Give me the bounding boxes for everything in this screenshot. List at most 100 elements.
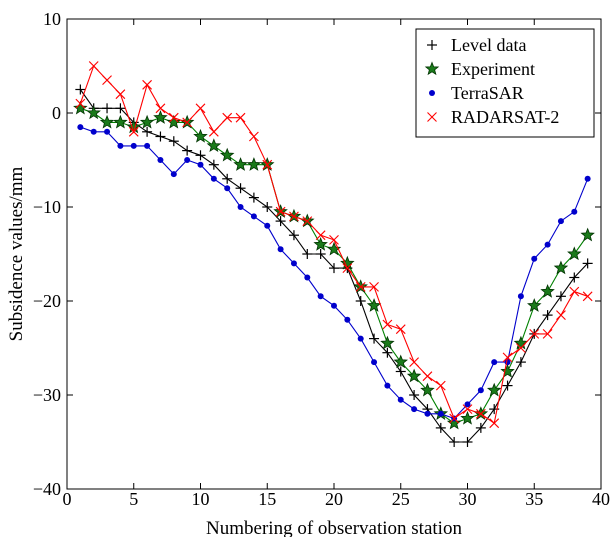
data-point [168,112,179,123]
legend-label: TerraSAR [451,83,524,103]
data-point [90,128,97,135]
y-tick-label: 10 [43,9,61,29]
data-point [449,437,460,447]
x-tick-label: 0 [63,489,72,509]
data-point [395,324,406,335]
data-point [304,274,311,281]
data-point [491,359,498,366]
data-point [317,293,324,300]
axis-ticks: 0 5 10 15 20 25 30 35 40 10 0 −10 −20 −30 −40 [33,9,610,509]
data-point [115,103,126,114]
series-radarsat-2 [75,61,593,429]
legend: Level data Experiment TerraSAR RADARSAT-2 [415,28,595,138]
data-point [529,329,540,339]
data-point [193,128,208,143]
data-point [477,387,484,394]
x-tick-label: 35 [525,489,543,509]
data-point [569,286,580,297]
data-point [369,333,380,344]
data-point [395,366,406,377]
data-point [397,396,404,403]
data-point [393,354,408,369]
data-point [77,124,84,131]
y-tick-label: −30 [33,385,61,405]
data-point [517,293,524,300]
data-point [382,347,393,358]
data-point [264,222,271,229]
data-point [331,302,337,309]
data-point [556,310,566,320]
data-point [567,246,582,261]
data-point [222,173,233,184]
legend-entry: TerraSAR [429,83,524,103]
data-point [170,171,177,178]
data-point [342,263,353,273]
data-point [422,371,433,382]
y-tick-label: 0 [52,103,61,123]
data-point [275,216,286,227]
data-point [553,260,569,275]
data-point [460,410,475,425]
data-point [329,235,339,245]
data-point [464,401,471,408]
data-point [75,98,86,109]
data-point [449,413,460,424]
y-tick-label: −10 [33,197,61,217]
legend-marker [427,40,437,50]
data-point [502,380,513,391]
data-point [206,138,222,153]
x-tick-label: 30 [459,489,477,509]
data-point [355,282,366,292]
data-point [130,142,137,149]
data-point [210,175,217,182]
data-point [262,159,273,170]
series-experiment [73,100,595,430]
series-level-data [75,84,593,447]
data-point [424,410,431,417]
data-point [486,382,502,397]
data-point [329,263,339,274]
data-point [380,335,395,350]
y-axis-label: Subsidence values/mm [6,166,27,341]
data-point [435,422,446,433]
legend-marker [424,61,440,76]
data-point [155,131,166,142]
legend-marker [427,112,437,122]
data-point [584,175,591,182]
data-point [290,260,297,267]
data-point [155,103,166,114]
data-point [384,382,391,389]
y-tick-label: −20 [33,291,61,311]
data-point [288,230,299,241]
data-point [369,282,379,292]
data-point [246,157,262,171]
data-point [344,316,351,323]
data-point [315,230,326,241]
data-point [249,131,259,142]
data-point [208,126,219,137]
legend-entry: Experiment [424,59,535,79]
x-tick-label: 25 [392,489,410,509]
data-point [166,114,182,129]
data-point [73,100,88,115]
data-point [555,291,566,302]
data-point [540,283,555,298]
data-point [219,147,235,162]
data-point [340,255,355,270]
x-tick-label: 10 [192,489,210,509]
data-point [277,246,284,253]
data-point [409,357,419,367]
data-point [302,216,313,226]
data-point [182,117,193,128]
data-point [371,359,378,366]
data-point [262,202,273,212]
legend-label: Experiment [451,59,535,79]
data-point [437,410,444,417]
series-layer [73,61,595,447]
legend-label: Level data [451,35,526,55]
data-point [366,298,382,312]
data-point [224,185,231,192]
data-point [157,157,164,163]
y-tick-label: −40 [33,479,61,499]
